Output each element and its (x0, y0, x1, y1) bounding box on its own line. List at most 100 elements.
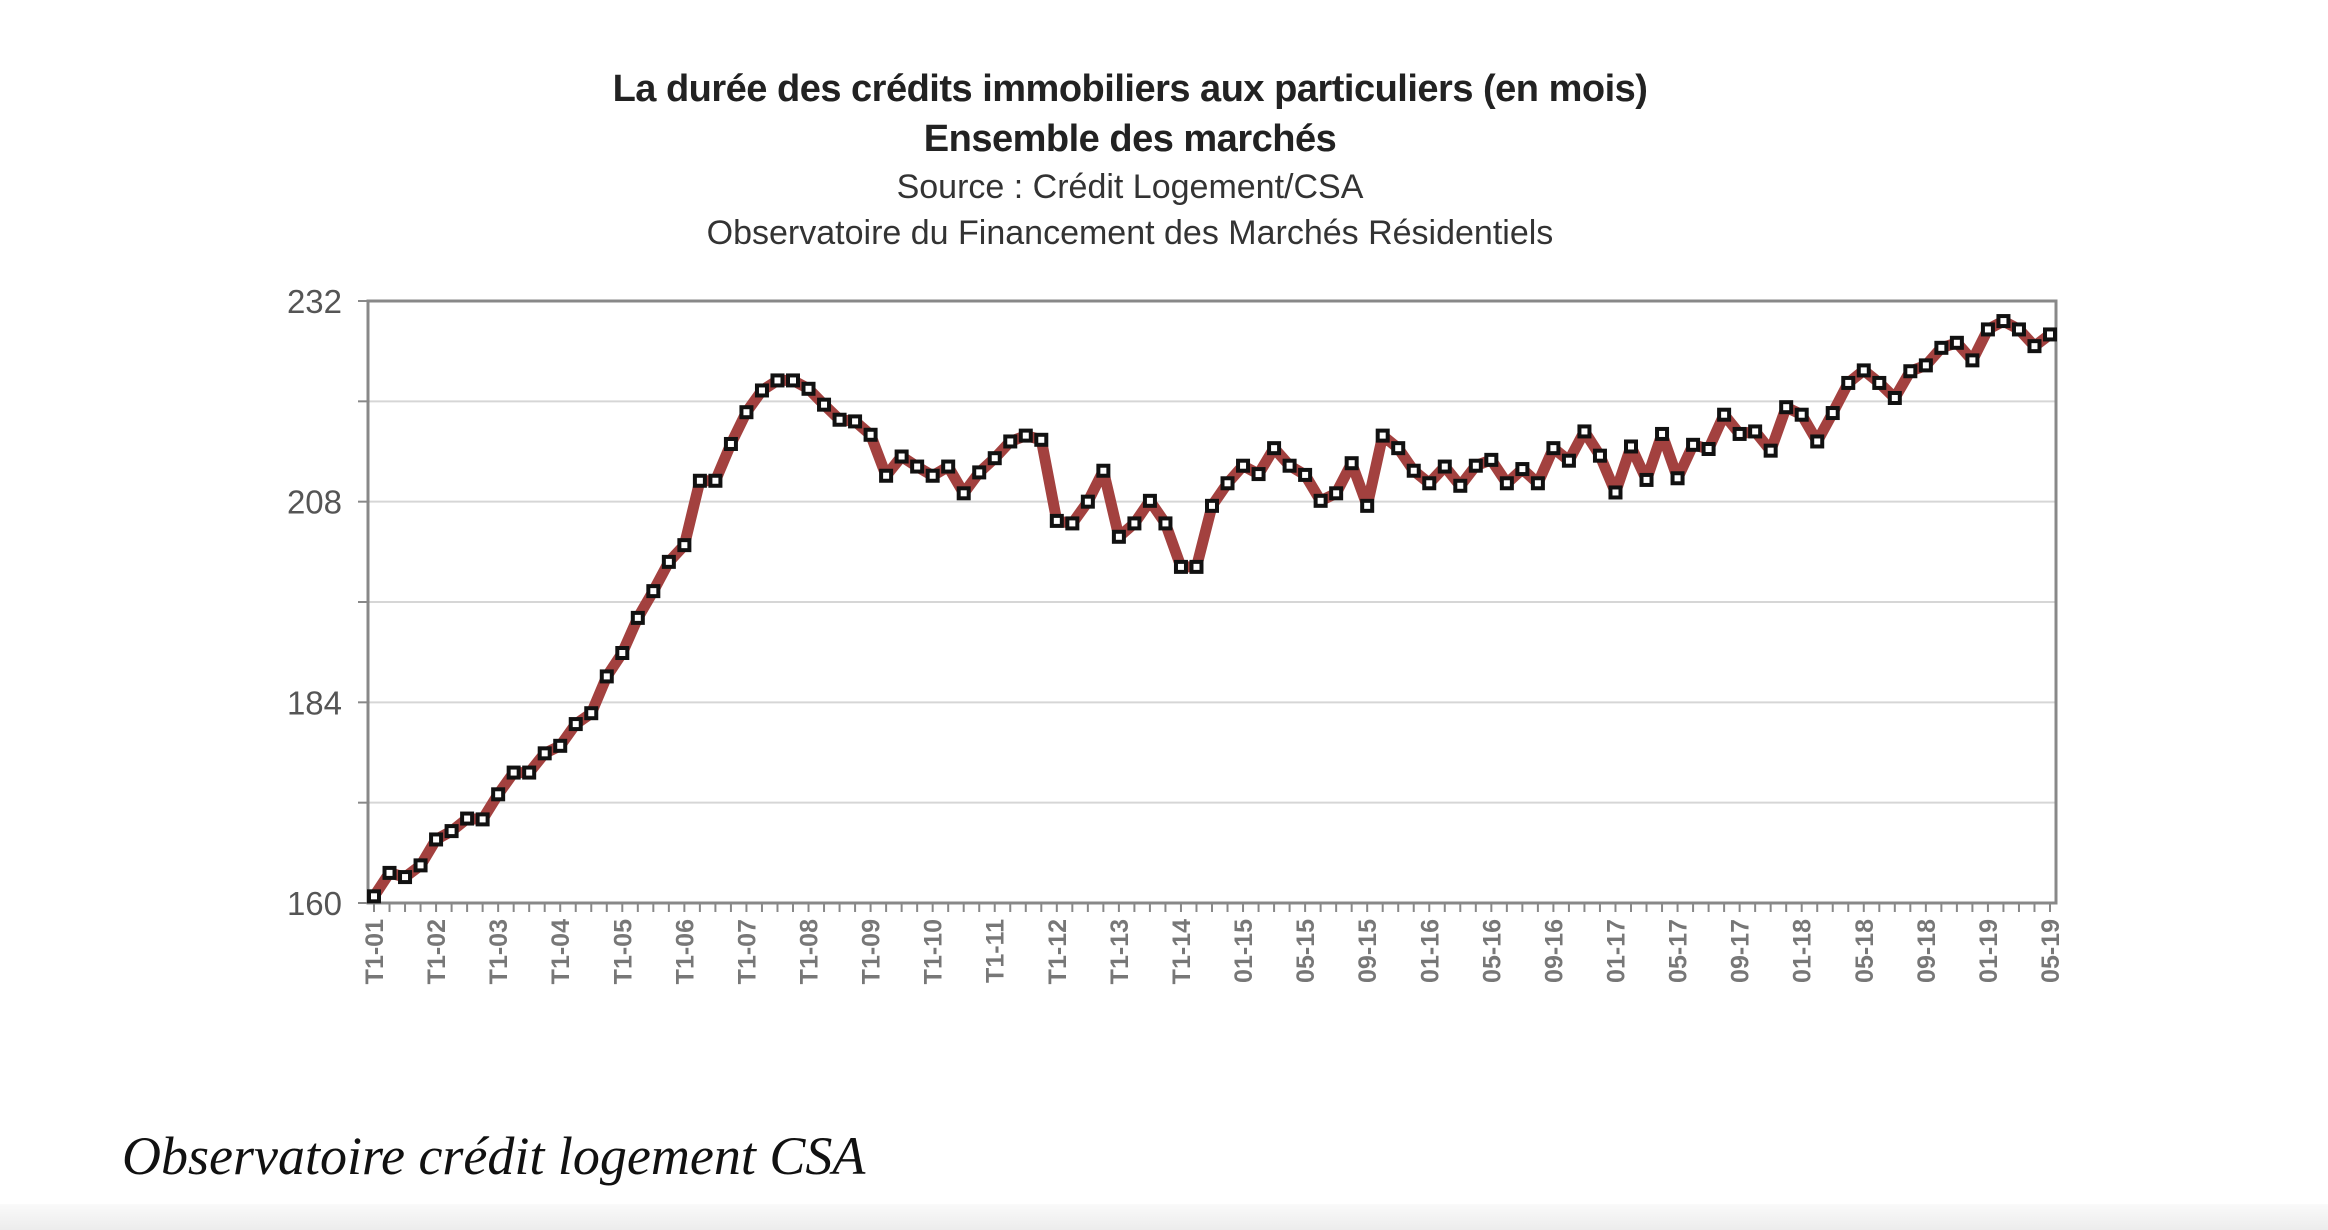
data-point (1918, 358, 1933, 373)
x-tick-label: 05-18 (1851, 919, 1879, 983)
data-point (1655, 426, 1670, 441)
data-point (739, 405, 754, 420)
x-tick-label: 05-15 (1292, 919, 1320, 983)
data-point (413, 858, 428, 873)
data-point (661, 554, 676, 569)
data-point (1142, 493, 1157, 508)
data-point (1717, 407, 1732, 422)
data-point (1515, 462, 1530, 477)
data-point (1391, 441, 1406, 456)
data-point (1422, 476, 1437, 491)
x-tick-label: 01-16 (1416, 919, 1444, 983)
x-tick-label: T1-11 (982, 919, 1010, 983)
y-tick-label: 232 (287, 283, 342, 320)
data-point (1080, 494, 1095, 509)
x-tick-label: T1-09 (858, 919, 886, 984)
data-point (1220, 476, 1235, 491)
data-point (1530, 476, 1545, 491)
x-tick-label: 01-17 (1602, 919, 1630, 983)
x-tick-label: T1-14 (1168, 919, 1196, 984)
x-tick-label: 09-15 (1354, 919, 1382, 983)
data-point (925, 468, 940, 483)
data-point (1453, 478, 1468, 493)
x-tick-label: 01-15 (1230, 919, 1258, 983)
data-point (1624, 439, 1638, 454)
data-point (367, 889, 381, 904)
x-tick-label: 01-19 (1975, 919, 2003, 983)
data-point (444, 824, 459, 839)
data-point (2043, 327, 2057, 342)
x-tick-label: 09-18 (1913, 919, 1941, 983)
data-point (692, 473, 707, 488)
data-point (1980, 322, 1995, 337)
data-point (1841, 375, 1856, 390)
data-point (1127, 516, 1142, 531)
chart-title: La durée des crédits immobiliers aux par… (612, 68, 1648, 110)
data-point (801, 381, 816, 396)
data-point (770, 373, 785, 388)
x-tick-label: 05-17 (1665, 919, 1693, 983)
data-point (1499, 476, 1514, 491)
data-point (987, 451, 1002, 466)
data-point (646, 584, 661, 599)
data-point (522, 765, 537, 780)
data-point (1360, 498, 1375, 513)
data-point (1872, 375, 1887, 390)
chart-subtitle: Ensemble des marchés (923, 118, 1337, 160)
x-tick-label: 05-16 (1478, 919, 1506, 983)
x-tick-label: T1-12 (1044, 919, 1072, 984)
data-point (1096, 463, 1111, 478)
data-point (1903, 364, 1918, 379)
x-tick-label: T1-02 (423, 919, 451, 984)
data-point (677, 538, 692, 553)
chart-source-2: Observatoire du Financement des Marchés … (706, 214, 1554, 252)
data-point (1158, 516, 1173, 531)
data-point (754, 383, 769, 398)
x-tick-label: 09-16 (1540, 919, 1568, 983)
figure-caption: Observatoire crédit logement CSA (122, 1126, 866, 1186)
data-point (599, 669, 614, 684)
x-tick-label: T1-10 (920, 919, 948, 984)
data-point (817, 397, 832, 412)
data-point (1049, 513, 1064, 528)
x-tick-label: T1-08 (796, 919, 824, 984)
data-point (1329, 486, 1344, 501)
data-point (2027, 339, 2042, 354)
data-point (1406, 463, 1421, 478)
data-point (1313, 493, 1328, 508)
line-chart: 160 184 208 232 T1-01 T1-02 T1-03 T1-04 T1-05 T1-… (287, 283, 2065, 984)
data-point (863, 427, 878, 442)
data-point (832, 412, 847, 427)
data-point (972, 465, 987, 480)
data-point (1592, 448, 1607, 463)
data-point (398, 870, 413, 885)
y-tick-label: 160 (287, 885, 342, 922)
y-tick-label: 184 (287, 684, 342, 721)
data-point (630, 610, 645, 625)
data-point (1561, 453, 1576, 468)
data-point (1577, 424, 1592, 439)
page-bottom-edge (0, 1204, 2328, 1230)
data-point (460, 811, 475, 826)
x-tick-label: T1-01 (361, 919, 389, 984)
data-point (848, 414, 863, 429)
data-point (491, 787, 506, 802)
data-point (1065, 516, 1080, 531)
data-point (1934, 340, 1949, 355)
data-point (1251, 467, 1266, 482)
data-point (1763, 443, 1778, 458)
data-point (553, 738, 568, 753)
x-tick-label: T1-05 (609, 919, 637, 984)
data-point (1686, 437, 1701, 452)
data-point (506, 765, 521, 780)
data-point (879, 468, 894, 483)
data-point (2011, 322, 2026, 337)
data-point (1810, 434, 1825, 449)
data-point (1546, 441, 1561, 456)
x-tick-label: T1-07 (733, 919, 761, 984)
x-tick-label: 09-17 (1727, 919, 1755, 983)
data-point (475, 812, 490, 827)
data-point (910, 459, 925, 474)
data-point (1608, 485, 1623, 500)
data-point (1701, 441, 1716, 456)
